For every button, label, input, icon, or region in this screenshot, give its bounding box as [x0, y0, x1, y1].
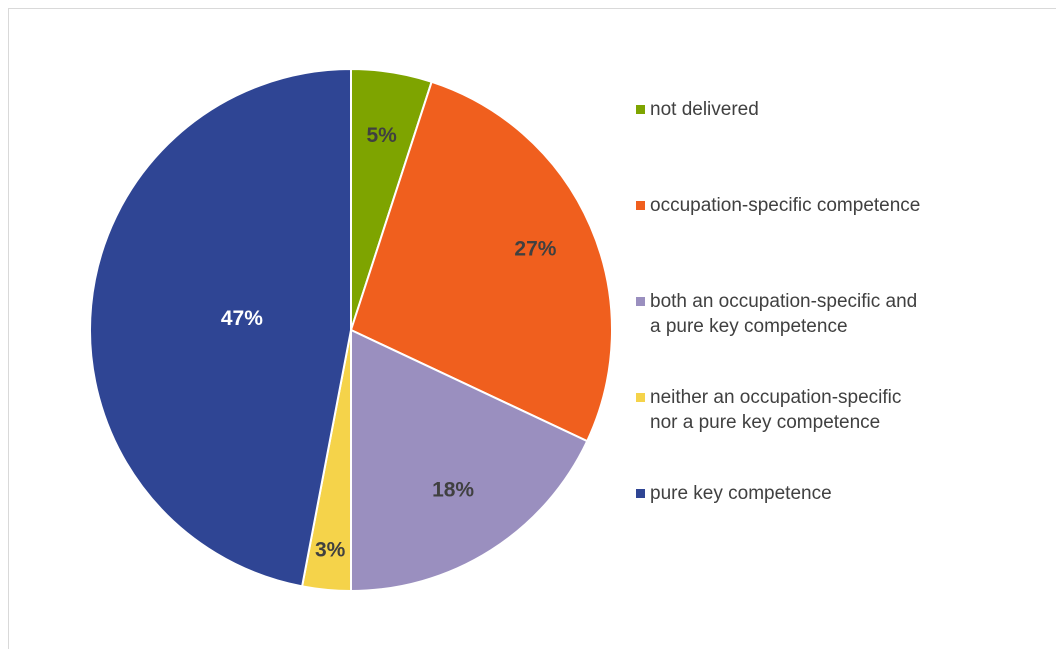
legend-item: occupation-specific competence — [636, 193, 920, 218]
data-label: 18% — [432, 478, 474, 501]
legend-label: both an occupation-specific and a pure k… — [650, 291, 918, 337]
legend-swatch — [636, 201, 645, 210]
pie-slice — [350, 328, 589, 593]
legend-item: neither an occupation-specific nor a pur… — [636, 385, 901, 435]
legend-item: pure key competence — [636, 481, 832, 506]
data-label: 27% — [514, 238, 556, 261]
legend-item: both an occupation-specific and a pure k… — [636, 289, 917, 339]
legend-swatch — [636, 489, 645, 498]
legend-label: occupation-specific competence — [650, 195, 921, 216]
legend-label: neither an occupation-specific nor a pur… — [650, 387, 902, 433]
data-label: 5% — [366, 124, 397, 147]
data-label: 47% — [221, 307, 263, 330]
pie-slice — [349, 80, 613, 443]
chart-border — [8, 8, 1056, 649]
legend-label: not delivered — [650, 99, 759, 120]
legend-swatch — [636, 105, 645, 114]
legend-swatch — [636, 297, 645, 306]
legend-item: not delivered — [636, 97, 759, 122]
legend-label: pure key competence — [650, 483, 832, 504]
legend-swatch — [636, 393, 645, 402]
pie-slice — [89, 67, 352, 588]
data-label: 3% — [315, 538, 346, 561]
